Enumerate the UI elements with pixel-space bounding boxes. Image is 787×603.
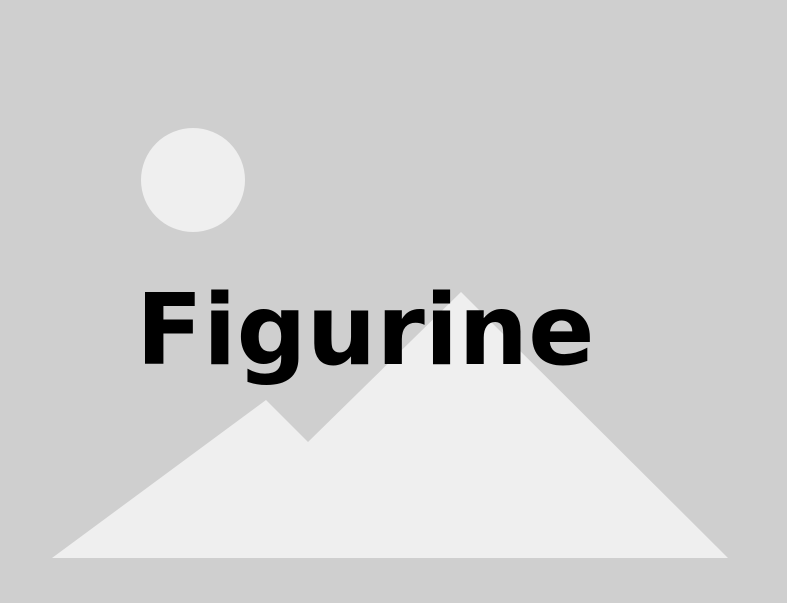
- sun-icon: [141, 128, 245, 232]
- placeholder-caption: Figurine: [136, 274, 595, 388]
- mountains-icon: [52, 292, 728, 558]
